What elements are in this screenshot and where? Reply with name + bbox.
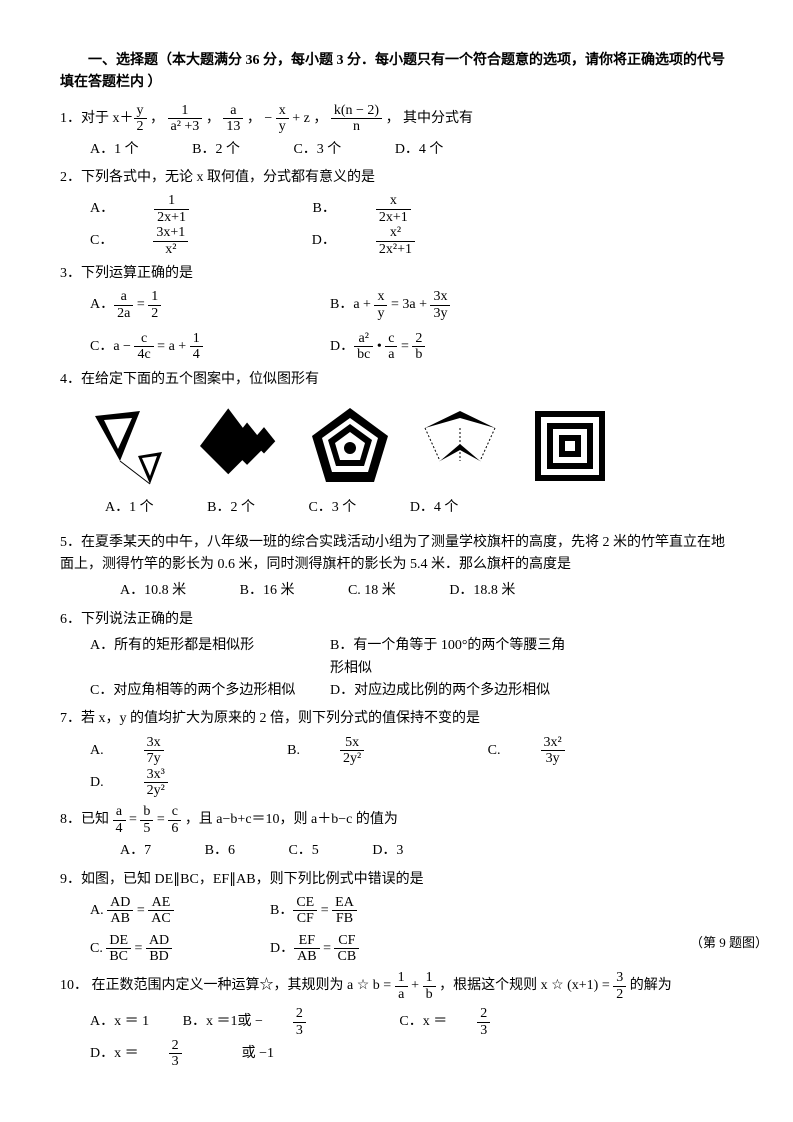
q8-opt-b: B．6	[205, 840, 235, 862]
question-10: 10． 在正数范围内定义一种运算☆，其规则为 a ☆ b = 1a + 1b ，…	[60, 970, 733, 1002]
q2-opt-b: B．x2x+1	[313, 193, 491, 225]
q2-opt-c: C．3x+1x²	[90, 225, 268, 257]
question-4: 4．在给定下面的五个图案中，位似图形有	[60, 369, 733, 391]
q2-options: A．12x+1 B．x2x+1 C．3x+1x² D．x²2x²+1	[90, 193, 733, 257]
q9-options: A. ADAB = AEAC B．CECF = EAFB C. DEBC = A…	[90, 895, 733, 965]
question-5: 5．在夏季某天的中午，八年级一班的综合实践活动小组为了测量学校旗杆的高度，先将 …	[60, 532, 733, 577]
q9-opt-b: B．CECF = EAFB	[270, 895, 510, 927]
q1-opt-b: B．2 个	[192, 139, 240, 161]
question-9: 9．如图，已知 DE∥BC，EF∥AB，则下列比例式中错误的是	[60, 869, 733, 891]
q7-options: A. 3x7y B. 5x2y² C. 3x²3y D. 3x³2y²	[90, 735, 733, 799]
q6-opt-c: C．对应角相等的两个多边形相似	[90, 680, 330, 702]
q4-shapes	[90, 401, 733, 491]
question-2: 2．下列各式中，无论 x 取何值，分式都有意义的是	[60, 167, 733, 189]
question-7: 7．若 x，y 的值均扩大为原来的 2 倍，则下列分式的值保持不变的是	[60, 708, 733, 730]
q1-expr3: a13	[223, 103, 243, 135]
q1-opt-c: C．3 个	[293, 139, 341, 161]
q7-opt-c: C. 3x²3y	[488, 735, 645, 767]
q6-opt-d: D．对应边成比例的两个多边形相似	[330, 680, 570, 702]
section-header: 一、选择题（本大题满分 36 分，每小题 3 分．每小题只有一个符合题意的选项，…	[60, 50, 733, 95]
shape-1-icon	[90, 401, 170, 491]
q1-stem-suffix: ， 其中分式有	[386, 111, 474, 126]
q5-opt-c: C. 18 米	[348, 580, 396, 602]
q4-options: A．1 个 B．2 个 C．3 个 D．4 个	[105, 497, 733, 519]
q6-opt-b: B．有一个角等于 100°的两个等腰三角形相似	[330, 635, 570, 680]
q6-opt-a: A．所有的矩形都是相似形	[90, 635, 330, 680]
q6-options: A．所有的矩形都是相似形B．有一个角等于 100°的两个等腰三角形相似 C．对应…	[90, 635, 733, 702]
q9-opt-a: A. ADAB = AEAC	[90, 895, 270, 927]
q8-opt-d: D．3	[372, 840, 403, 862]
q9-figure-label: （第 9 题图）	[690, 933, 793, 965]
question-6: 6．下列说法正确的是	[60, 609, 733, 631]
q5-opt-b: B．16 米	[240, 580, 295, 602]
q4-opt-b: B．2 个	[207, 497, 255, 519]
q9-opt-c: C. DEBC = ADBD	[90, 933, 270, 965]
shape-4-icon	[420, 401, 500, 491]
q8-opt-c: C．5	[288, 840, 318, 862]
q1-opt-a: A．1 个	[90, 139, 139, 161]
q4-opt-a: A．1 个	[105, 497, 154, 519]
q1-expr2: 1a² +3	[168, 103, 203, 135]
q3-opt-d: D．a²bc • ca = 2b	[330, 331, 570, 363]
shape-5-icon	[530, 401, 610, 491]
q8-opt-a: A．7	[120, 840, 151, 862]
q1-expr5: k(n − 2)n	[331, 103, 382, 135]
q2-opt-a: A．12x+1	[90, 193, 269, 225]
q7-opt-d: D. 3x³2y²	[90, 767, 248, 799]
question-1: 1．对于 x＋y2 ， 1a² +3 ， a13 ， − xy + z ， k(…	[60, 103, 733, 135]
q1-options: A．1 个 B．2 个 C．3 个 D．4 个	[90, 139, 733, 161]
q8-options: A．7 B．6 C．5 D．3	[120, 840, 733, 862]
q10-options: A．x ＝ 1 B．x ＝1或 − 23 C．x ＝ 23 D．x ＝ 23 或…	[90, 1006, 733, 1070]
shape-3-icon	[310, 401, 390, 491]
q1-opt-d: D．4 个	[395, 139, 444, 161]
q5-options: A．10.8 米 B．16 米 C. 18 米 D．18.8 米	[120, 580, 733, 602]
q7-opt-a: A. 3x7y	[90, 735, 244, 767]
q1-expr1: x＋y2	[113, 111, 147, 126]
q4-opt-d: D．4 个	[410, 497, 459, 519]
q7-opt-b: B. 5x2y²	[287, 735, 444, 767]
q10-opt-b: B．x ＝1或 − 23	[183, 1006, 366, 1038]
q5-opt-d: D．18.8 米	[449, 580, 515, 602]
question-8: 8．已知 a4 = b5 = c6 ，且 a−b+c＝10，则 a＋b−c 的值…	[60, 804, 733, 836]
q3-opt-b: B．a + xy = 3a + 3x3y	[330, 289, 570, 321]
question-3: 3．下列运算正确的是	[60, 263, 733, 285]
q5-opt-a: A．10.8 米	[120, 580, 186, 602]
q10-opt-d: D．x ＝ 23 或 −1	[90, 1038, 304, 1070]
q9-opt-d: D．EFAB = CFCB	[270, 933, 450, 965]
shape-2-icon	[200, 401, 280, 491]
q3-opt-c: C．a − c4c = a + 14	[90, 331, 330, 363]
q1-expr4: − xy + z	[264, 111, 310, 126]
q10-opt-a: A．x ＝ 1	[90, 1011, 149, 1033]
q4-opt-c: C．3 个	[308, 497, 356, 519]
q3-options: A．a2a = 12 B．a + xy = 3a + 3x3y C．a − c4…	[90, 289, 733, 363]
q3-opt-a: A．a2a = 12	[90, 289, 330, 321]
q2-opt-d: D．x²2x²+1	[312, 225, 495, 257]
q10-opt-c: C．x ＝ 23	[399, 1006, 550, 1038]
q1-stem-prefix: 1．对于	[60, 111, 113, 126]
